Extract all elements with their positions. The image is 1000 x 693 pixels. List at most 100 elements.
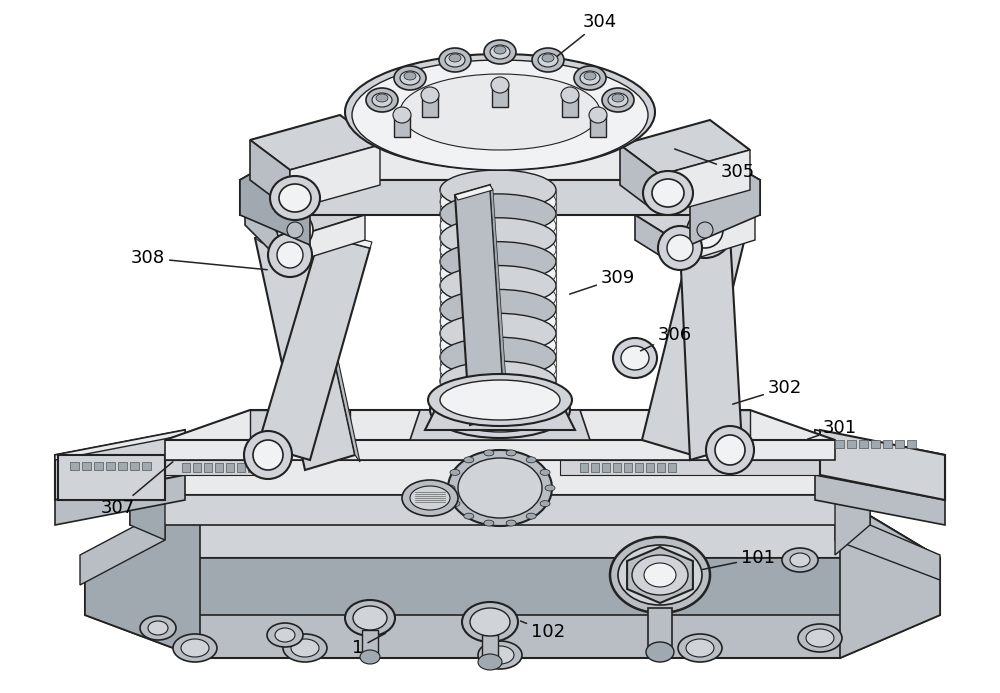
Polygon shape: [590, 115, 606, 137]
Ellipse shape: [148, 621, 168, 635]
Polygon shape: [165, 440, 835, 460]
Ellipse shape: [445, 485, 455, 491]
Ellipse shape: [440, 254, 556, 294]
Polygon shape: [142, 462, 151, 470]
Polygon shape: [204, 463, 212, 472]
Ellipse shape: [244, 431, 292, 479]
Ellipse shape: [608, 93, 628, 107]
Polygon shape: [182, 463, 190, 472]
Polygon shape: [680, 229, 732, 248]
Polygon shape: [646, 463, 654, 472]
Ellipse shape: [538, 53, 558, 67]
Polygon shape: [118, 462, 127, 470]
Polygon shape: [55, 430, 185, 460]
Ellipse shape: [376, 94, 388, 102]
Polygon shape: [602, 463, 610, 472]
Polygon shape: [94, 462, 103, 470]
Ellipse shape: [490, 45, 510, 59]
Ellipse shape: [687, 212, 723, 248]
Ellipse shape: [440, 229, 556, 270]
Ellipse shape: [484, 520, 494, 526]
Ellipse shape: [478, 641, 522, 669]
Polygon shape: [320, 229, 372, 248]
Ellipse shape: [394, 66, 426, 90]
Polygon shape: [455, 185, 493, 200]
Ellipse shape: [393, 107, 411, 123]
Polygon shape: [624, 463, 632, 472]
Polygon shape: [835, 440, 844, 448]
Ellipse shape: [506, 520, 516, 526]
Ellipse shape: [602, 88, 634, 112]
Text: 101: 101: [703, 549, 775, 570]
Polygon shape: [55, 475, 185, 525]
Polygon shape: [85, 498, 940, 658]
Ellipse shape: [140, 616, 176, 640]
Polygon shape: [840, 498, 940, 658]
Ellipse shape: [440, 218, 556, 258]
Ellipse shape: [464, 513, 474, 519]
Polygon shape: [82, 462, 91, 470]
Polygon shape: [580, 463, 588, 472]
Ellipse shape: [400, 71, 420, 85]
Polygon shape: [165, 460, 280, 475]
Polygon shape: [240, 180, 760, 215]
Polygon shape: [245, 200, 285, 265]
Ellipse shape: [277, 212, 313, 248]
Polygon shape: [250, 115, 380, 170]
Ellipse shape: [462, 602, 518, 642]
Ellipse shape: [632, 555, 688, 595]
Polygon shape: [660, 150, 750, 215]
Ellipse shape: [450, 469, 460, 475]
Ellipse shape: [440, 301, 556, 342]
Polygon shape: [165, 410, 835, 440]
Ellipse shape: [366, 88, 398, 112]
Text: 302: 302: [733, 379, 802, 404]
Ellipse shape: [486, 646, 514, 664]
Polygon shape: [690, 140, 760, 245]
Polygon shape: [55, 430, 185, 500]
Polygon shape: [907, 440, 916, 448]
Ellipse shape: [283, 634, 327, 662]
Polygon shape: [657, 463, 665, 472]
Polygon shape: [560, 460, 835, 475]
Ellipse shape: [589, 107, 607, 123]
Polygon shape: [250, 140, 290, 210]
Polygon shape: [642, 225, 745, 455]
Ellipse shape: [268, 233, 312, 277]
Polygon shape: [259, 463, 267, 472]
Ellipse shape: [439, 48, 471, 72]
Polygon shape: [248, 463, 256, 472]
Ellipse shape: [279, 184, 311, 212]
Ellipse shape: [618, 545, 702, 605]
Text: 1: 1: [352, 633, 386, 657]
Ellipse shape: [440, 182, 556, 222]
Polygon shape: [130, 495, 870, 525]
Ellipse shape: [421, 87, 439, 103]
Polygon shape: [815, 430, 945, 500]
Polygon shape: [895, 440, 904, 448]
Polygon shape: [650, 410, 750, 440]
Polygon shape: [635, 463, 643, 472]
Ellipse shape: [360, 650, 380, 664]
Ellipse shape: [790, 553, 810, 567]
Ellipse shape: [440, 361, 556, 401]
Ellipse shape: [449, 54, 461, 62]
Ellipse shape: [652, 179, 684, 207]
Polygon shape: [240, 140, 310, 245]
Ellipse shape: [440, 373, 556, 413]
Text: 306: 306: [641, 326, 692, 351]
Ellipse shape: [275, 628, 295, 642]
Ellipse shape: [667, 235, 693, 261]
Polygon shape: [130, 460, 870, 495]
Text: 301: 301: [808, 419, 857, 439]
Text: 309: 309: [570, 269, 635, 294]
Polygon shape: [85, 498, 200, 658]
Ellipse shape: [440, 349, 556, 389]
Polygon shape: [106, 462, 115, 470]
Ellipse shape: [440, 265, 556, 306]
Ellipse shape: [658, 226, 702, 270]
Polygon shape: [680, 235, 742, 460]
Ellipse shape: [584, 72, 596, 80]
Ellipse shape: [181, 639, 209, 657]
Polygon shape: [835, 510, 940, 580]
